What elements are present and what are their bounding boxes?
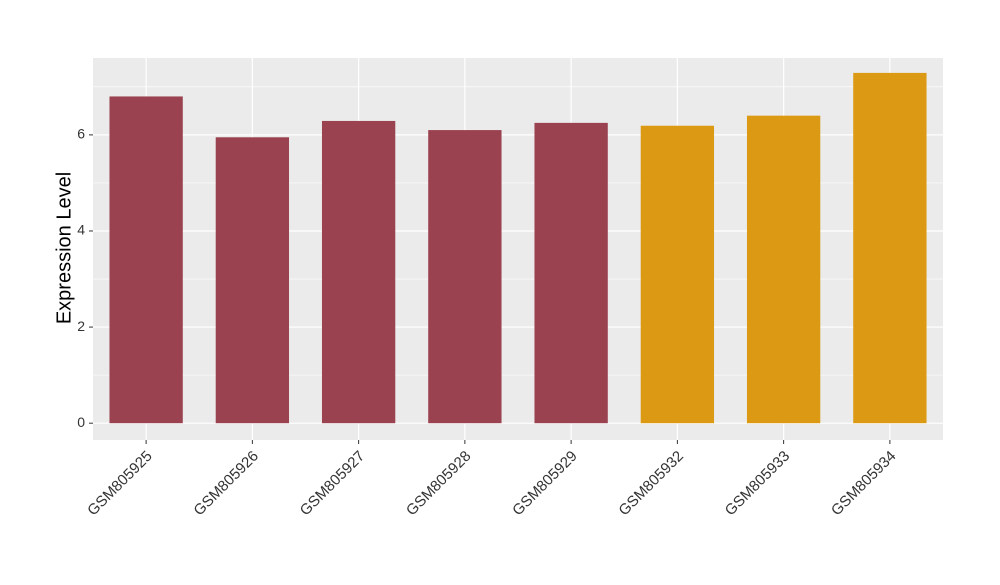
y-axis-label: Expression Level — [53, 172, 75, 324]
y-tick-label: 6 — [77, 126, 85, 142]
bar — [215, 137, 290, 424]
x-tick-label: GSM805929 — [509, 448, 581, 520]
x-tick-label: GSM805927 — [297, 448, 369, 520]
x-tick-label: GSM805926 — [190, 448, 262, 520]
x-tick-label: GSM805932 — [615, 448, 687, 520]
y-tick-label: 2 — [77, 318, 85, 334]
bar — [853, 72, 927, 424]
y-tick-label: 0 — [77, 414, 85, 430]
bar — [428, 130, 502, 424]
bar — [746, 115, 821, 424]
x-tick-label: GSM805925 — [84, 448, 156, 520]
bar — [534, 122, 608, 424]
bar — [640, 125, 715, 424]
x-tick-label: GSM805934 — [828, 448, 900, 520]
x-tick-label: GSM805933 — [722, 448, 794, 520]
x-tick-label: GSM805928 — [403, 448, 475, 520]
bar — [109, 96, 183, 424]
bar — [321, 120, 396, 424]
y-tick-label: 4 — [77, 222, 85, 238]
